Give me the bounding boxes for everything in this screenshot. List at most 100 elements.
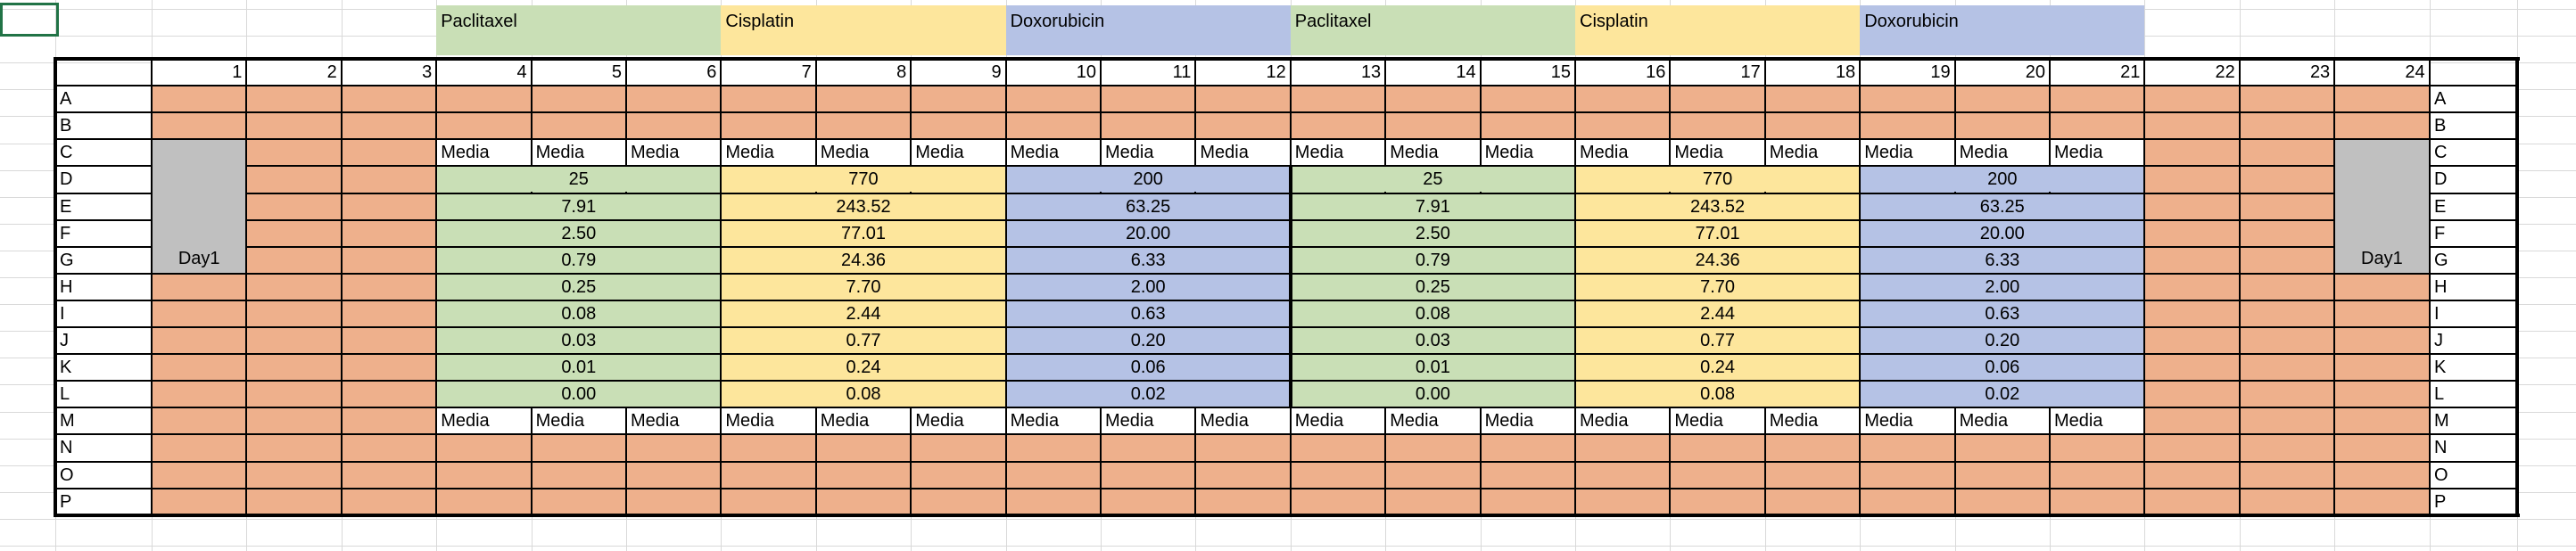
well-cell[interactable] — [2239, 246, 2335, 274]
well-cell[interactable] — [436, 461, 532, 489]
row-letter[interactable]: K — [55, 354, 152, 382]
well-cell[interactable] — [2334, 273, 2430, 300]
well-cell[interactable] — [1005, 461, 1101, 489]
row-letter[interactable]: N — [55, 434, 152, 462]
well-cell[interactable] — [1764, 434, 1861, 462]
dose-value[interactable]: 7.70 — [1576, 274, 1860, 300]
media-cell[interactable]: Media — [1670, 407, 1765, 435]
well-cell[interactable] — [2144, 434, 2240, 462]
media-cell[interactable]: Media — [2050, 139, 2145, 167]
column-number[interactable]: 5 — [531, 59, 626, 86]
dose-value[interactable]: 243.52 — [1576, 193, 1860, 219]
dose-value[interactable]: 0.08 — [1291, 300, 1574, 326]
well-cell[interactable] — [1290, 488, 1386, 515]
drug-header[interactable]: Cisplatin — [1575, 5, 1861, 55]
well-cell[interactable] — [626, 461, 722, 489]
well-cell[interactable] — [436, 488, 532, 515]
row-letter[interactable]: E — [55, 193, 152, 220]
dose-value[interactable]: 0.77 — [722, 328, 1005, 354]
dose-value[interactable]: 6.33 — [1861, 247, 2144, 273]
dose-value[interactable]: 0.24 — [1576, 355, 1860, 381]
well-cell[interactable] — [1670, 434, 1765, 462]
well-cell[interactable] — [152, 488, 247, 515]
well-cell[interactable] — [152, 86, 247, 113]
well-cell[interactable] — [341, 354, 437, 382]
well-cell[interactable] — [1860, 434, 1955, 462]
row-letter[interactable]: H — [55, 273, 152, 300]
well-cell[interactable] — [1860, 86, 1955, 113]
well-cell[interactable] — [721, 488, 816, 515]
column-number[interactable]: 9 — [911, 59, 1006, 86]
row-letter-right[interactable]: N — [2430, 434, 2517, 462]
well-cell[interactable] — [152, 273, 247, 300]
well-cell[interactable] — [246, 354, 342, 382]
media-cell[interactable]: Media — [1290, 407, 1386, 435]
media-cell[interactable]: Media — [436, 407, 532, 435]
well-cell[interactable] — [246, 434, 342, 462]
well-cell[interactable] — [2144, 300, 2240, 327]
dose-value[interactable]: 0.00 — [1291, 382, 1574, 407]
well-cell[interactable] — [2334, 327, 2430, 355]
day-label[interactable]: Day1 — [2335, 140, 2429, 273]
well-cell[interactable] — [152, 327, 247, 355]
well-cell[interactable] — [1575, 86, 1671, 113]
well-cell[interactable] — [2239, 273, 2335, 300]
dose-value[interactable]: 0.08 — [722, 382, 1005, 407]
well-cell[interactable] — [2334, 112, 2430, 140]
dose-value[interactable]: 0.79 — [437, 247, 721, 273]
well-cell[interactable] — [1480, 461, 1575, 489]
well-cell[interactable] — [246, 193, 342, 220]
well-cell[interactable] — [1005, 434, 1101, 462]
row-letter-right[interactable]: K — [2430, 354, 2517, 382]
well-cell[interactable] — [1101, 112, 1196, 140]
dose-value[interactable]: 0.63 — [1861, 300, 2144, 326]
column-number[interactable]: 21 — [2050, 59, 2145, 86]
well-cell[interactable] — [2144, 112, 2240, 140]
well-cell[interactable] — [2144, 407, 2240, 435]
well-cell[interactable] — [2239, 219, 2335, 247]
media-cell[interactable]: Media — [1480, 139, 1575, 167]
media-cell[interactable]: Media — [1385, 139, 1481, 167]
well-cell[interactable] — [2334, 434, 2430, 462]
well-cell[interactable] — [341, 86, 437, 113]
well-cell[interactable] — [2334, 381, 2430, 408]
well-cell[interactable] — [246, 488, 342, 515]
row-letter[interactable]: L — [55, 381, 152, 408]
well-cell[interactable] — [341, 461, 437, 489]
drug-header[interactable]: Doxorubicin — [1860, 5, 2145, 55]
well-cell[interactable] — [2144, 488, 2240, 515]
media-cell[interactable]: Media — [721, 407, 816, 435]
well-cell[interactable] — [246, 112, 342, 140]
media-cell[interactable]: Media — [2050, 407, 2145, 435]
well-cell[interactable] — [1195, 488, 1291, 515]
dose-value[interactable]: 20.00 — [1006, 220, 1290, 246]
well-cell[interactable] — [721, 86, 816, 113]
well-cell[interactable] — [2334, 300, 2430, 327]
well-cell[interactable] — [2239, 327, 2335, 355]
dose-value[interactable]: 0.00 — [437, 382, 721, 407]
dose-value[interactable]: 0.01 — [1291, 355, 1574, 381]
well-cell[interactable] — [341, 246, 437, 274]
well-cell[interactable] — [2144, 166, 2240, 193]
column-number[interactable]: 3 — [341, 59, 437, 86]
well-cell[interactable] — [246, 139, 342, 167]
media-cell[interactable]: Media — [626, 407, 722, 435]
well-cell[interactable] — [1385, 461, 1481, 489]
media-cell[interactable]: Media — [911, 407, 1006, 435]
well-cell[interactable] — [2144, 246, 2240, 274]
well-cell[interactable] — [2144, 461, 2240, 489]
well-cell[interactable] — [815, 434, 912, 462]
row-letter-right[interactable]: H — [2430, 273, 2517, 300]
column-number[interactable]: 1 — [152, 59, 247, 86]
well-cell[interactable] — [1195, 434, 1291, 462]
well-cell[interactable] — [1290, 86, 1386, 113]
well-cell[interactable] — [1954, 461, 2050, 489]
media-cell[interactable]: Media — [626, 139, 722, 167]
well-cell[interactable] — [152, 461, 247, 489]
well-cell[interactable] — [626, 86, 722, 113]
row-letter[interactable]: I — [55, 300, 152, 327]
well-cell[interactable] — [626, 488, 722, 515]
well-cell[interactable] — [1575, 488, 1671, 515]
dose-value[interactable]: 0.06 — [1861, 355, 2144, 381]
well-cell[interactable] — [2144, 381, 2240, 408]
